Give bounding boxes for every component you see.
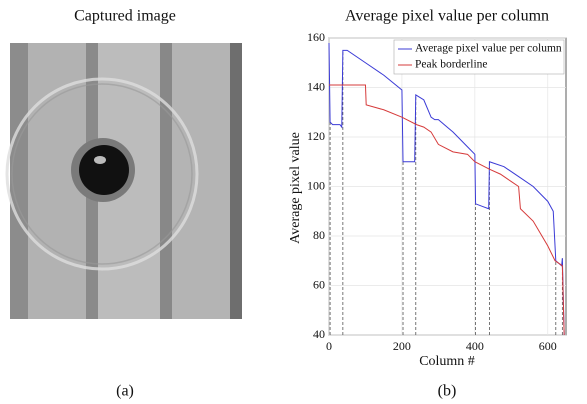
legend-label: Average pixel value per column [415,43,562,55]
y-tick-label: 80 [313,228,325,242]
legend-box [393,39,565,75]
x-axis-label: Column # [419,354,475,369]
chart-title: Average pixel value per column [345,8,549,25]
panel-title: Captured image [74,8,176,25]
y-axis-label: Average pixel value [288,132,303,244]
y-tick-label: 140 [307,79,325,93]
x-tick-label: 600 [539,339,557,353]
series-line [328,42,565,336]
y-tick-label: 160 [307,30,325,44]
panel-label: (b) [438,383,457,400]
x-tick-label: 0 [326,339,332,353]
y-tick-label: 100 [307,178,325,192]
y-tick-label: 120 [307,129,325,143]
x-tick-label: 400 [466,339,484,353]
panel-label: (a) [116,383,134,400]
legend-label: Peak borderline [415,59,488,71]
y-tick-label: 60 [313,277,325,291]
x-tick-label: 200 [393,339,411,353]
y-tick-label: 40 [313,327,325,341]
captured-image [5,43,242,319]
series-line [329,84,565,336]
